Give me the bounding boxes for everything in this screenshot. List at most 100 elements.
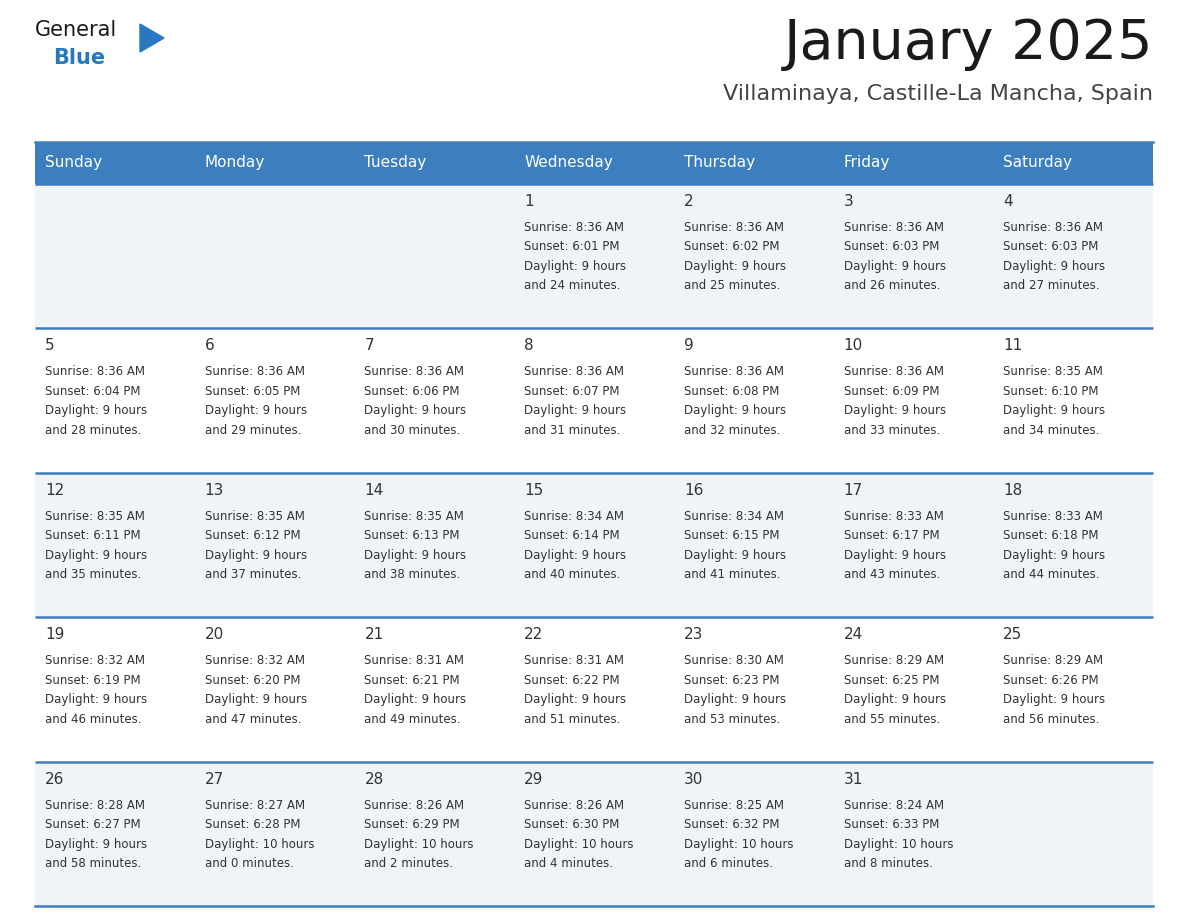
Text: Sunrise: 8:36 AM: Sunrise: 8:36 AM (684, 365, 784, 378)
Bar (34, 329, 1154, 473)
Text: Saturday: Saturday (1004, 155, 1073, 171)
Text: Sunset: 6:20 PM: Sunset: 6:20 PM (204, 674, 301, 687)
Text: Sunrise: 8:34 AM: Sunrise: 8:34 AM (524, 509, 624, 522)
Text: Daylight: 9 hours: Daylight: 9 hours (684, 405, 786, 418)
Text: and 24 minutes.: and 24 minutes. (524, 279, 620, 293)
Text: Sunrise: 8:33 AM: Sunrise: 8:33 AM (843, 509, 943, 522)
Text: 17: 17 (843, 483, 862, 498)
Text: Sunset: 6:03 PM: Sunset: 6:03 PM (843, 241, 939, 253)
Text: Sunrise: 8:31 AM: Sunrise: 8:31 AM (365, 655, 465, 667)
Text: and 44 minutes.: and 44 minutes. (1004, 568, 1100, 581)
Text: 29: 29 (524, 772, 544, 787)
Text: Daylight: 9 hours: Daylight: 9 hours (684, 260, 786, 273)
Text: Sunrise: 8:29 AM: Sunrise: 8:29 AM (843, 655, 943, 667)
Text: Sunrise: 8:32 AM: Sunrise: 8:32 AM (45, 655, 145, 667)
Text: Sunrise: 8:35 AM: Sunrise: 8:35 AM (365, 509, 465, 522)
Text: and 47 minutes.: and 47 minutes. (204, 712, 302, 726)
Text: Sunset: 6:01 PM: Sunset: 6:01 PM (524, 241, 620, 253)
Text: and 40 minutes.: and 40 minutes. (524, 568, 620, 581)
Text: Sunset: 6:07 PM: Sunset: 6:07 PM (524, 385, 620, 397)
Text: 1: 1 (524, 194, 533, 209)
Text: Sunset: 6:17 PM: Sunset: 6:17 PM (843, 530, 940, 543)
Text: 9: 9 (684, 339, 694, 353)
Text: and 38 minutes.: and 38 minutes. (365, 568, 461, 581)
Text: Sunset: 6:23 PM: Sunset: 6:23 PM (684, 674, 779, 687)
Text: Sunset: 6:04 PM: Sunset: 6:04 PM (45, 385, 140, 397)
Text: and 6 minutes.: and 6 minutes. (684, 857, 773, 870)
Text: 11: 11 (1004, 339, 1023, 353)
Text: Sunrise: 8:26 AM: Sunrise: 8:26 AM (524, 799, 624, 812)
Text: Sunset: 6:32 PM: Sunset: 6:32 PM (684, 818, 779, 831)
Text: 13: 13 (204, 483, 225, 498)
Text: Sunset: 6:06 PM: Sunset: 6:06 PM (365, 385, 460, 397)
Text: Villaminaya, Castille-La Mancha, Spain: Villaminaya, Castille-La Mancha, Spain (723, 84, 1154, 104)
Text: 23: 23 (684, 627, 703, 643)
Text: 19: 19 (45, 627, 64, 643)
Text: Sunrise: 8:35 AM: Sunrise: 8:35 AM (1004, 365, 1104, 378)
Text: Friday: Friday (843, 155, 890, 171)
Text: Sunset: 6:22 PM: Sunset: 6:22 PM (524, 674, 620, 687)
Text: Sunset: 6:05 PM: Sunset: 6:05 PM (204, 385, 301, 397)
Text: Daylight: 10 hours: Daylight: 10 hours (843, 837, 953, 851)
Text: Daylight: 9 hours: Daylight: 9 hours (524, 549, 626, 562)
Text: Daylight: 9 hours: Daylight: 9 hours (843, 693, 946, 706)
Text: Daylight: 9 hours: Daylight: 9 hours (1004, 260, 1105, 273)
Text: Sunrise: 8:28 AM: Sunrise: 8:28 AM (45, 799, 145, 812)
Text: 28: 28 (365, 772, 384, 787)
Text: 8: 8 (524, 339, 533, 353)
Text: Daylight: 9 hours: Daylight: 9 hours (524, 405, 626, 418)
Text: Sunrise: 8:26 AM: Sunrise: 8:26 AM (365, 799, 465, 812)
Text: Daylight: 9 hours: Daylight: 9 hours (204, 405, 307, 418)
Text: Daylight: 9 hours: Daylight: 9 hours (365, 549, 467, 562)
Text: Sunrise: 8:32 AM: Sunrise: 8:32 AM (204, 655, 304, 667)
Text: Sunrise: 8:36 AM: Sunrise: 8:36 AM (365, 365, 465, 378)
Text: Daylight: 9 hours: Daylight: 9 hours (204, 549, 307, 562)
Text: Sunrise: 8:27 AM: Sunrise: 8:27 AM (204, 799, 305, 812)
Text: Sunrise: 8:35 AM: Sunrise: 8:35 AM (204, 509, 304, 522)
Text: Sunrise: 8:36 AM: Sunrise: 8:36 AM (524, 221, 624, 234)
Text: 30: 30 (684, 772, 703, 787)
Text: 6: 6 (204, 339, 215, 353)
Text: Sunset: 6:28 PM: Sunset: 6:28 PM (204, 818, 301, 831)
Text: and 28 minutes.: and 28 minutes. (45, 424, 141, 437)
Text: and 43 minutes.: and 43 minutes. (843, 568, 940, 581)
Text: Wednesday: Wednesday (524, 155, 613, 171)
Text: Daylight: 9 hours: Daylight: 9 hours (843, 405, 946, 418)
Text: Daylight: 9 hours: Daylight: 9 hours (45, 693, 147, 706)
Text: Daylight: 9 hours: Daylight: 9 hours (45, 837, 147, 851)
Text: Sunrise: 8:36 AM: Sunrise: 8:36 AM (1004, 221, 1104, 234)
Text: 2: 2 (684, 194, 694, 209)
Text: Daylight: 9 hours: Daylight: 9 hours (45, 549, 147, 562)
Text: 7: 7 (365, 339, 374, 353)
Text: Daylight: 9 hours: Daylight: 9 hours (45, 405, 147, 418)
Text: and 46 minutes.: and 46 minutes. (45, 712, 141, 726)
Text: and 56 minutes.: and 56 minutes. (1004, 712, 1100, 726)
Text: 5: 5 (45, 339, 55, 353)
Text: Sunset: 6:18 PM: Sunset: 6:18 PM (1004, 530, 1099, 543)
Text: Daylight: 9 hours: Daylight: 9 hours (684, 549, 786, 562)
Text: Sunset: 6:30 PM: Sunset: 6:30 PM (524, 818, 619, 831)
Text: and 37 minutes.: and 37 minutes. (204, 568, 301, 581)
Text: Sunday: Sunday (45, 155, 102, 171)
Text: Daylight: 9 hours: Daylight: 9 hours (843, 549, 946, 562)
Text: Sunset: 6:27 PM: Sunset: 6:27 PM (45, 818, 140, 831)
Text: Sunset: 6:12 PM: Sunset: 6:12 PM (204, 530, 301, 543)
Text: 24: 24 (843, 627, 862, 643)
Text: Sunset: 6:11 PM: Sunset: 6:11 PM (45, 530, 140, 543)
Text: Sunrise: 8:24 AM: Sunrise: 8:24 AM (843, 799, 943, 812)
Text: Daylight: 9 hours: Daylight: 9 hours (843, 260, 946, 273)
Text: Sunrise: 8:31 AM: Sunrise: 8:31 AM (524, 655, 624, 667)
Text: Daylight: 9 hours: Daylight: 9 hours (365, 405, 467, 418)
Text: Daylight: 10 hours: Daylight: 10 hours (204, 837, 314, 851)
Text: Daylight: 9 hours: Daylight: 9 hours (524, 260, 626, 273)
Text: Sunrise: 8:36 AM: Sunrise: 8:36 AM (45, 365, 145, 378)
Text: 26: 26 (45, 772, 64, 787)
Text: and 49 minutes.: and 49 minutes. (365, 712, 461, 726)
Text: Daylight: 9 hours: Daylight: 9 hours (1004, 405, 1105, 418)
Text: Sunset: 6:26 PM: Sunset: 6:26 PM (1004, 674, 1099, 687)
Text: Sunset: 6:09 PM: Sunset: 6:09 PM (843, 385, 939, 397)
Text: Sunset: 6:15 PM: Sunset: 6:15 PM (684, 530, 779, 543)
Text: Sunset: 6:19 PM: Sunset: 6:19 PM (45, 674, 140, 687)
Text: Daylight: 9 hours: Daylight: 9 hours (524, 693, 626, 706)
Text: Blue: Blue (53, 48, 105, 68)
